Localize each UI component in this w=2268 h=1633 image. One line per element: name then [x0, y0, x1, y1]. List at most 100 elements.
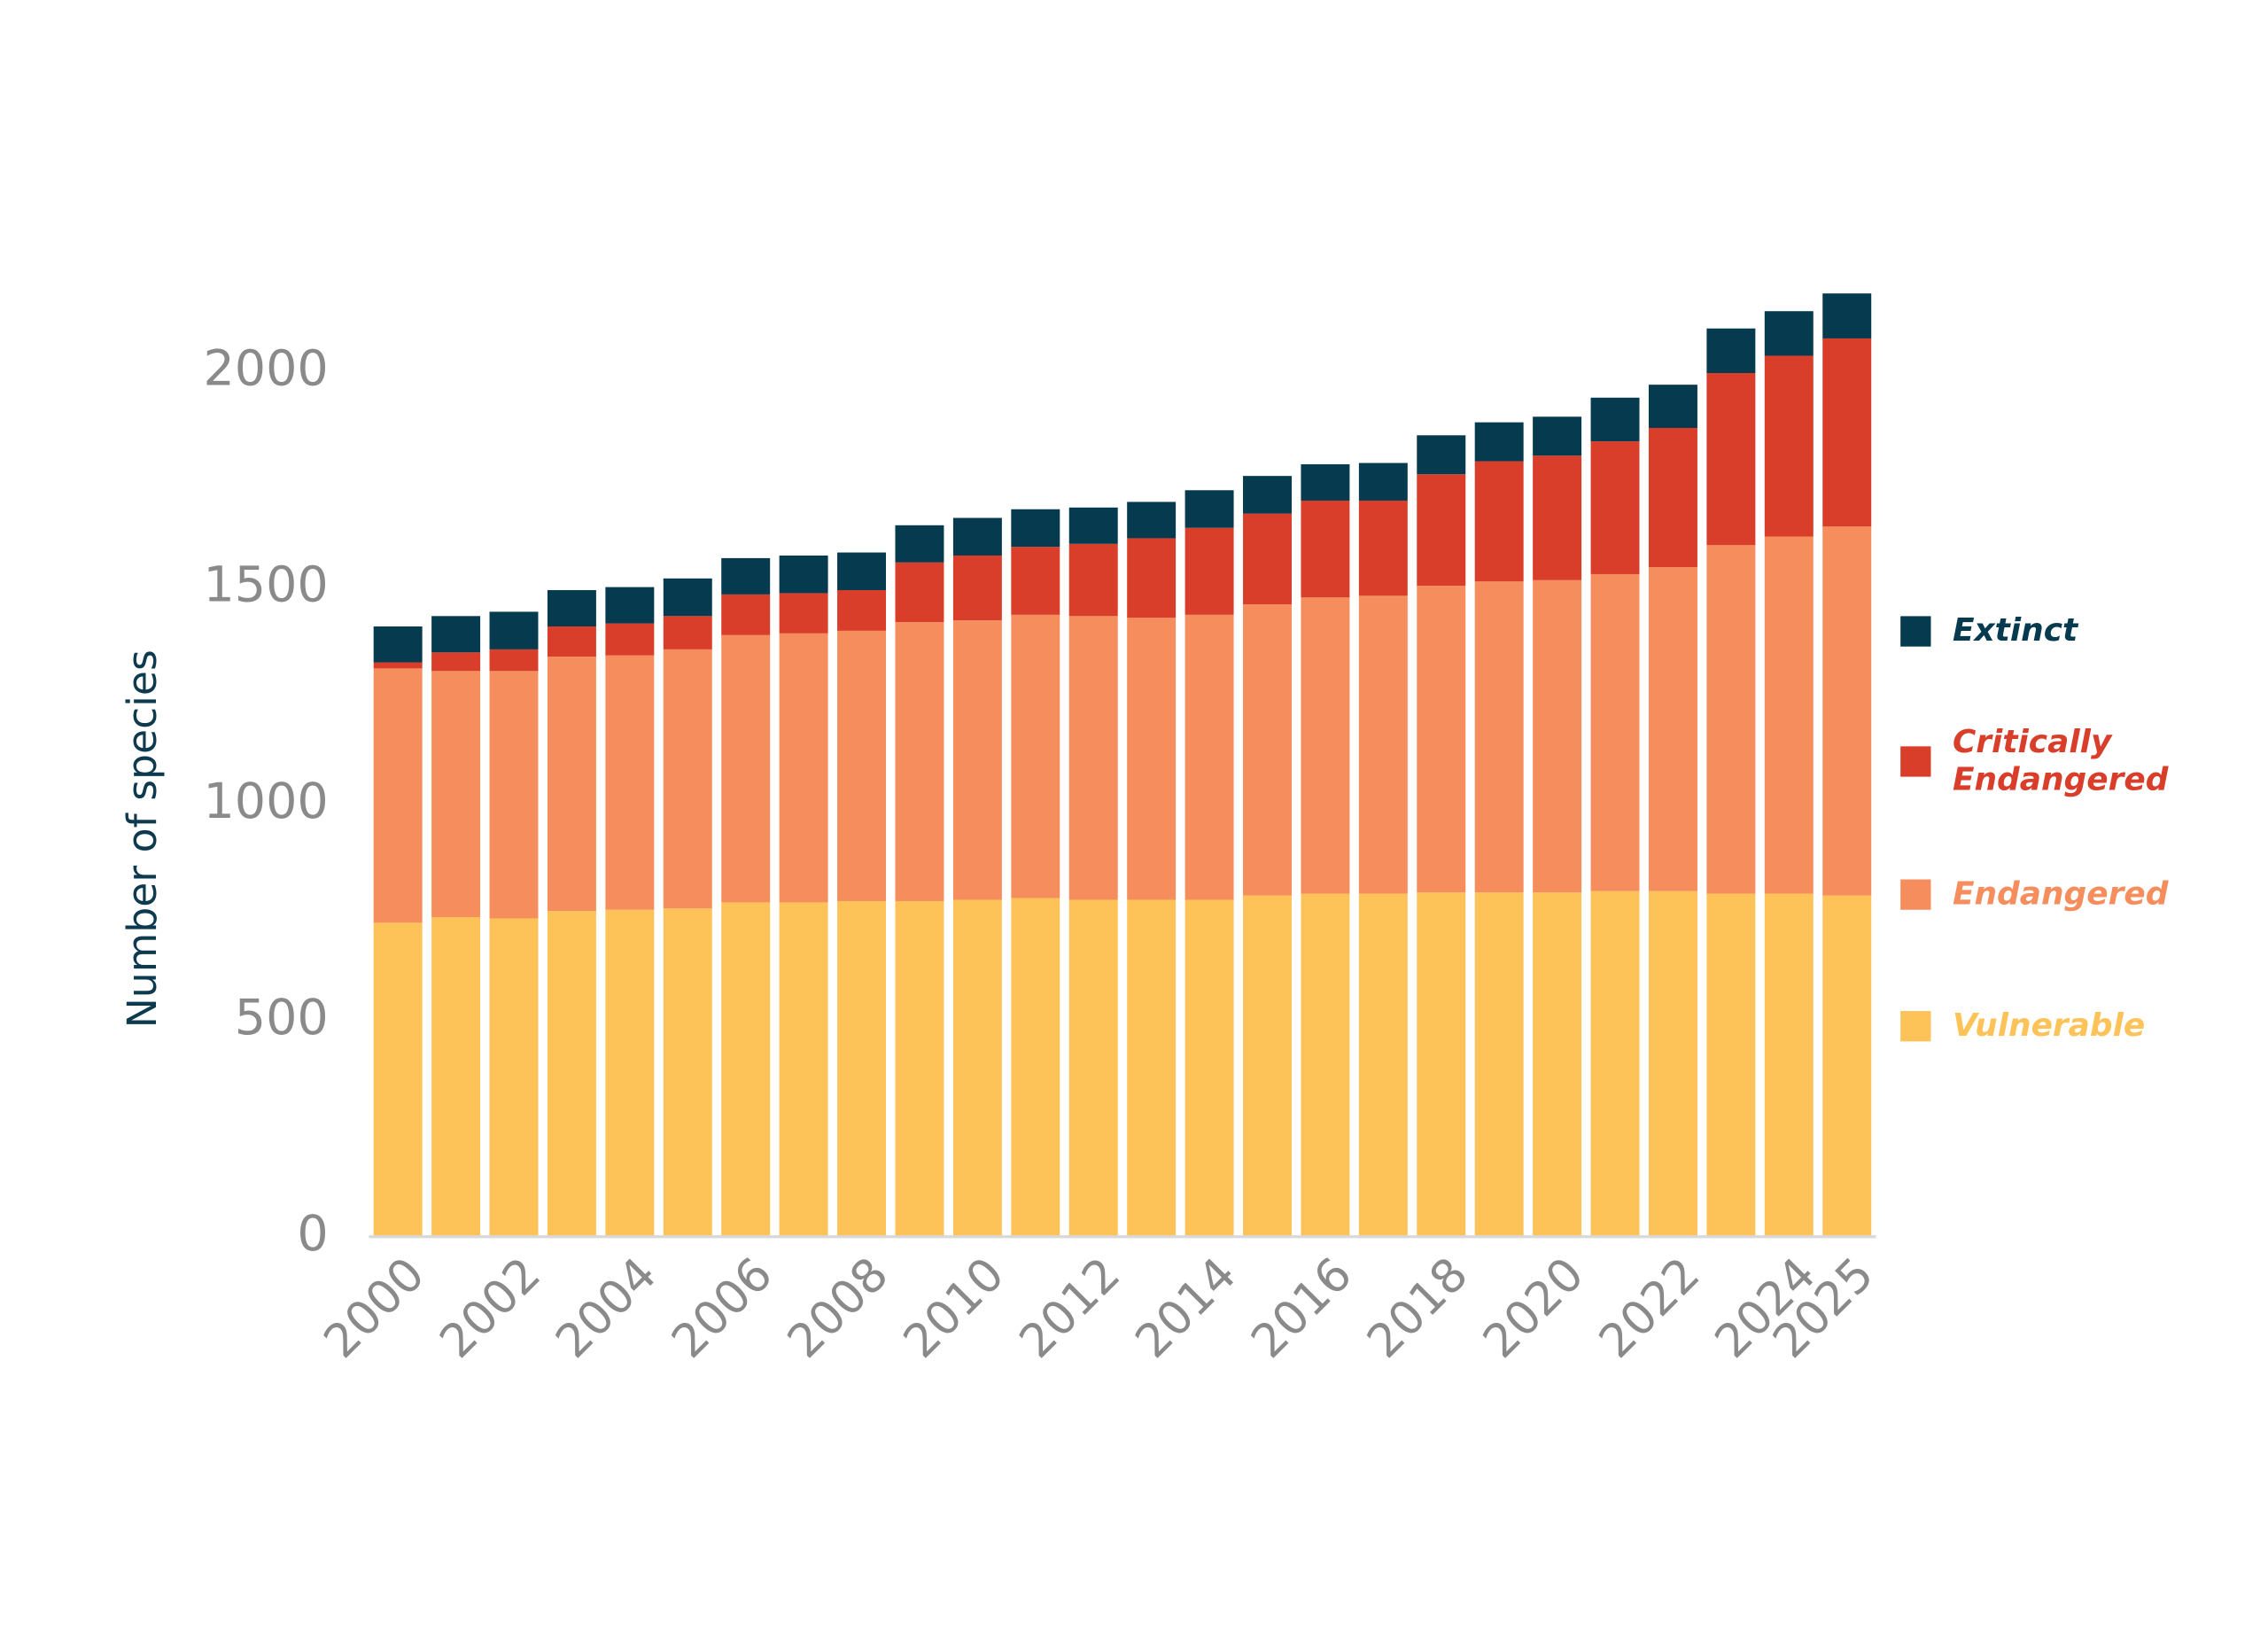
legend-label: Extinct [1952, 613, 2078, 649]
bar-segment [1011, 509, 1060, 548]
x-tick-label: 2018 [1357, 1248, 1478, 1368]
bar-segment [1301, 463, 1350, 501]
bar-segment [837, 900, 887, 1237]
bar-segment [837, 630, 887, 901]
x-tick-label: 2000 [315, 1248, 435, 1368]
bar-segment [779, 555, 828, 594]
y-tick-label: 1000 [203, 773, 328, 830]
bar-segment [1068, 507, 1118, 544]
bar-segment [1243, 604, 1292, 896]
bar-segment [1764, 311, 1814, 356]
bar-segment [373, 668, 423, 923]
bar-segment [373, 662, 423, 669]
bar-segment [1127, 538, 1177, 618]
bar-segment [663, 578, 712, 617]
bar-segment [1068, 543, 1118, 617]
bar-segment [895, 622, 944, 901]
bar-segment [1301, 500, 1350, 598]
bar-segment [1243, 513, 1292, 605]
x-tick-label: 2002 [431, 1248, 551, 1368]
bar-segment [1474, 422, 1524, 462]
y-tick-label: 0 [297, 1205, 328, 1263]
x-tick-label: 2020 [1473, 1248, 1594, 1368]
bar-segment [1417, 435, 1466, 475]
bar-segment [373, 922, 423, 1237]
bar-segment [1648, 427, 1697, 568]
bar-segment [779, 633, 828, 903]
bar-segment [1184, 899, 1234, 1237]
bar-segment [1474, 461, 1524, 582]
x-tick-label: 2014 [1126, 1248, 1247, 1368]
bar-segment [1706, 545, 1756, 894]
bar-segment [373, 626, 423, 663]
bar-segment [1706, 328, 1756, 373]
bar-segment [431, 671, 481, 918]
bar-segment [779, 902, 828, 1237]
bar-segment [1648, 890, 1697, 1237]
bar-segment [1127, 502, 1177, 539]
legend-label: Vulnerable [1952, 1007, 2146, 1045]
bar-segment [1764, 536, 1814, 894]
bar-segment [1243, 476, 1292, 514]
bar-segment [663, 649, 712, 909]
bar-segment [1358, 595, 1408, 894]
bar-segment [721, 634, 771, 903]
bar-segment [489, 611, 539, 649]
y-tick-label: 1500 [203, 556, 328, 614]
bar-segment [837, 552, 887, 591]
x-tick-label: 2008 [778, 1248, 898, 1368]
x-tick-label: 2016 [1241, 1248, 1362, 1368]
legend-swatch [1900, 746, 1931, 777]
bar-segment [489, 918, 539, 1237]
legend-wrap: Vulnerable [1953, 969, 2213, 1085]
bar-segment [1184, 527, 1234, 615]
bar-segment [1706, 893, 1756, 1237]
bar-segment [1590, 890, 1640, 1237]
bar-segment [1417, 892, 1466, 1237]
x-tick-label: 2012 [1010, 1248, 1130, 1368]
bar-segment [1184, 490, 1234, 528]
bar-segment [663, 616, 712, 649]
bar-segment [1533, 579, 1582, 893]
bar-segment [1533, 416, 1582, 456]
bar-segment [952, 620, 1002, 900]
bar-segment [1822, 526, 1872, 896]
legend-swatch [1900, 879, 1931, 910]
bar-segment [779, 593, 828, 634]
bar-segment [721, 557, 771, 595]
bar-segment [1301, 597, 1350, 894]
bar-segment [431, 652, 481, 672]
bar-segment [952, 555, 1002, 621]
bar-segment [605, 623, 655, 656]
bar-segment [1764, 355, 1814, 537]
bar-segment [895, 900, 944, 1237]
bar-segment [1417, 586, 1466, 893]
bar-segment [1648, 567, 1697, 891]
bar-segment [1764, 893, 1814, 1237]
legend-label: Critically Endangered [1952, 724, 2169, 799]
bar-segment [895, 562, 944, 623]
bar-segment [431, 616, 481, 653]
bar-segment [1301, 893, 1350, 1237]
bar-segment [1648, 385, 1697, 428]
bar-segment [1590, 397, 1640, 442]
bar-segment [1417, 474, 1466, 587]
bar-segment [1822, 895, 1872, 1237]
bar-segment [1011, 614, 1060, 898]
legend-swatch [1900, 616, 1931, 647]
bar-segment [1474, 892, 1524, 1237]
legend-item: Vulnerable [1953, 969, 2213, 1085]
bar-segment [1127, 618, 1177, 900]
bar-segment [1011, 547, 1060, 615]
bar-segment [1127, 899, 1177, 1237]
bar-segment [489, 649, 539, 672]
legend-item: Critically Endangered [1952, 724, 2169, 799]
bar-segment [952, 899, 1002, 1237]
bar-segment [489, 671, 539, 919]
bar-segment [1590, 573, 1640, 891]
bar-segment [605, 587, 655, 624]
y-tick-label: 500 [235, 989, 329, 1046]
bar-segment [1068, 616, 1118, 900]
bar-segment [1068, 899, 1118, 1237]
